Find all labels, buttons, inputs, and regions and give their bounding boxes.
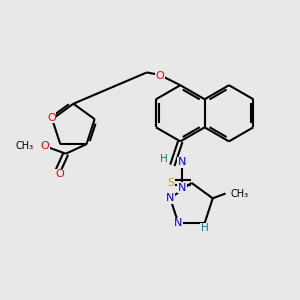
Text: S: S <box>167 178 174 188</box>
Text: H: H <box>160 154 168 164</box>
Text: CH₃: CH₃ <box>16 141 34 151</box>
Text: CH₃: CH₃ <box>230 188 248 199</box>
Text: O: O <box>155 70 164 81</box>
Text: N: N <box>178 183 186 193</box>
Text: O: O <box>47 112 56 123</box>
Text: O: O <box>41 141 50 151</box>
Text: N: N <box>178 157 186 167</box>
Text: H: H <box>201 223 208 233</box>
Text: N: N <box>166 193 174 203</box>
Text: O: O <box>55 169 64 179</box>
Text: N: N <box>174 218 182 228</box>
